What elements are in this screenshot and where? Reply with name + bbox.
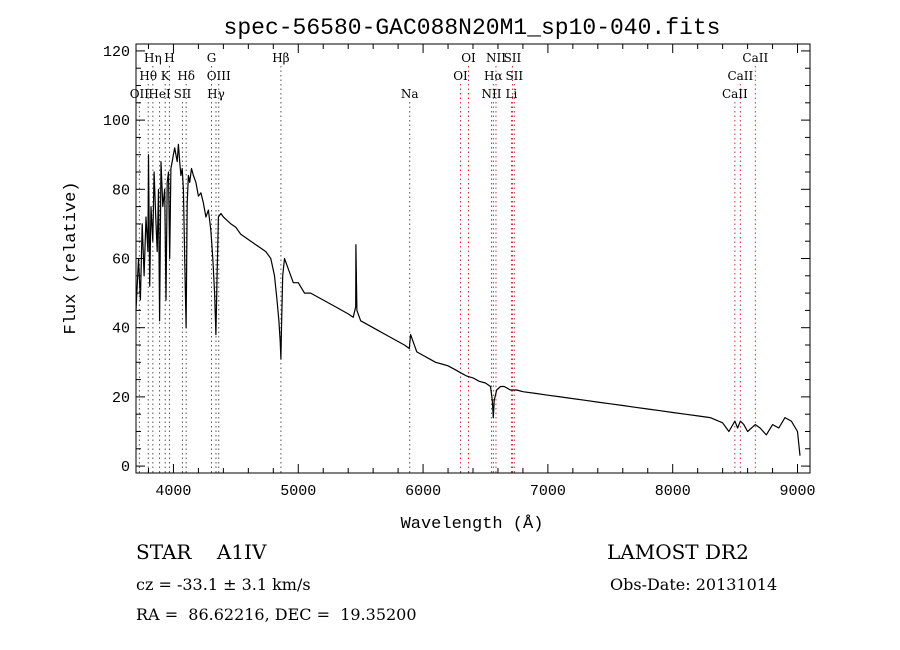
line-marker-label: Hγ (207, 87, 225, 101)
line-marker-label: CaII (742, 51, 768, 65)
line-marker-label: CaII (727, 69, 753, 83)
x-tick-label: 9000 (780, 483, 816, 500)
line-marker-label: OII (130, 87, 150, 101)
chart-title: spec-56580-GAC088N20M1_sp10-040.fits (224, 15, 721, 41)
line-marker-label: SII (505, 69, 523, 83)
line-marker-label: OIII (207, 69, 231, 83)
obs-date-label: Obs-Date: 20131014 (610, 575, 778, 594)
x-axis-label: Wavelength (Å) (401, 515, 544, 534)
line-marker-label: Hα (484, 69, 503, 83)
line-marker-label: NII (486, 51, 506, 65)
object-class-label: STAR A1IV (136, 540, 267, 564)
line-marker-label: HeI (148, 87, 171, 101)
y-tick-label: 80 (112, 182, 130, 199)
line-marker-label: SII (174, 87, 192, 101)
x-tick-label: 5000 (280, 483, 316, 500)
x-tick-label: 6000 (405, 483, 441, 500)
line-marker-label: K (161, 69, 171, 83)
line-marker-label: Li (506, 87, 518, 101)
line-marker-label: Hη (144, 51, 162, 65)
y-tick-label: 40 (112, 321, 130, 338)
line-marker-label: Na (401, 87, 419, 101)
line-marker-label: Hβ (272, 51, 289, 65)
spectrum-line (135, 143, 801, 456)
survey-label: LAMOST DR2 (607, 540, 749, 564)
line-marker-label: NII (481, 87, 501, 101)
line-marker-label: H (164, 51, 174, 65)
x-tick-label: 4000 (155, 483, 191, 500)
axis-ticks: 4000 5000 6000 7000 8000 9000 0 20 40 60 80 100 120 (103, 44, 816, 500)
y-tick-label: 100 (103, 113, 130, 130)
y-tick-label: 20 (112, 390, 130, 407)
plot-frame (135, 43, 811, 474)
line-marker-label: Hθ (139, 69, 157, 83)
line-marker-label: Hδ (177, 69, 195, 83)
line-marker-label: G (207, 51, 217, 65)
x-tick-label: 8000 (655, 483, 691, 500)
y-tick-label: 60 (112, 252, 130, 269)
y-tick-label: 0 (121, 459, 130, 476)
y-axis-label: Flux (relative) (62, 181, 81, 334)
coordinates-label: RA = 86.62216, DEC = 19.35200 (136, 605, 417, 624)
redshift-label: cz = -33.1 ± 3.1 km/s (136, 575, 311, 594)
line-marker-label: CaII (722, 87, 748, 101)
line-marker-label: OI (453, 69, 468, 83)
line-marker-label: OI (461, 51, 476, 65)
x-tick-label: 7000 (530, 483, 566, 500)
y-tick-label: 120 (103, 44, 130, 61)
line-marker-label: SII (504, 51, 522, 65)
